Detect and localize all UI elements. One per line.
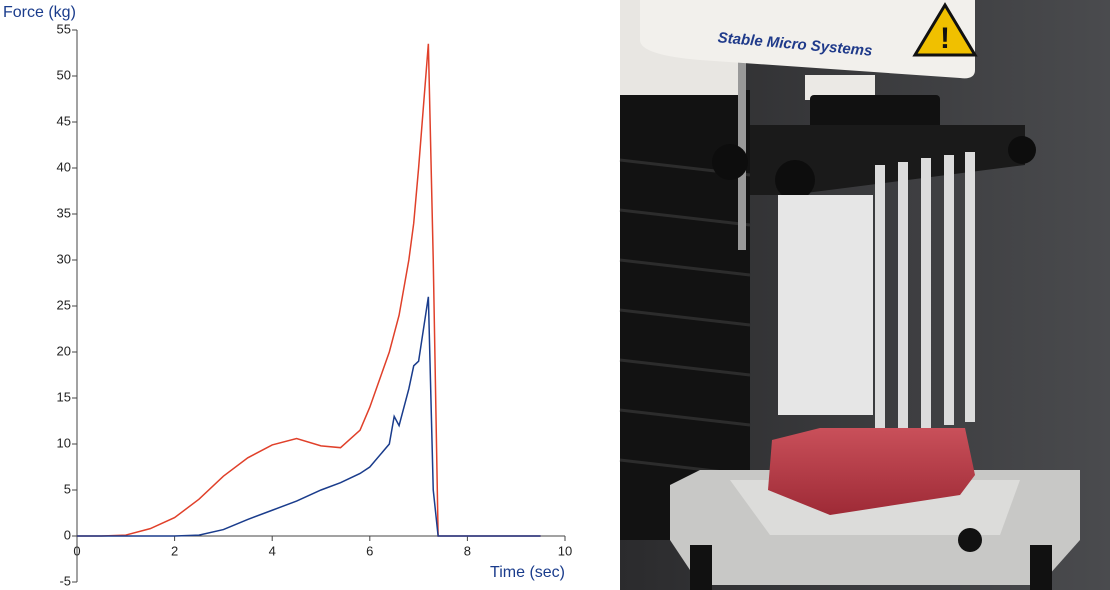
y-tick-label: 50 xyxy=(57,67,71,82)
y-tick-label: 5 xyxy=(64,481,71,496)
y-tick-label: 35 xyxy=(57,205,71,220)
y-axis-title: Force (kg) xyxy=(3,4,76,21)
y-tick-label: -5 xyxy=(59,573,71,588)
y-tick-label: 45 xyxy=(57,113,71,128)
x-tick-label: 6 xyxy=(366,543,373,558)
warning-sign xyxy=(912,2,978,57)
x-tick-label: 2 xyxy=(171,543,178,558)
y-tick-label: 30 xyxy=(57,251,71,266)
series-line xyxy=(77,296,541,537)
y-tick-label: 25 xyxy=(57,297,71,312)
x-tick-label: 8 xyxy=(464,543,471,558)
y-tick-label: 10 xyxy=(57,435,71,450)
meat xyxy=(768,428,975,515)
y-tick-label: 20 xyxy=(57,343,71,358)
series-line xyxy=(77,43,541,537)
photo: ! Stable Micro Systems xyxy=(619,0,1110,590)
y-tick-label: 40 xyxy=(57,159,71,174)
knob xyxy=(958,528,982,552)
y-tick-label: 0 xyxy=(64,527,71,542)
knob xyxy=(1008,136,1036,164)
leg xyxy=(1030,545,1052,590)
head xyxy=(640,0,975,79)
y-tick-label: 55 xyxy=(57,21,71,36)
x-axis-title: Time (sec) xyxy=(490,564,565,581)
holder xyxy=(750,125,1025,195)
x-tick-label: 4 xyxy=(269,543,276,558)
knob xyxy=(712,144,748,180)
knob xyxy=(775,160,815,200)
x-tick-label: 0 xyxy=(73,543,80,558)
warning-mark: ! xyxy=(940,22,950,55)
blade xyxy=(778,195,873,415)
y-tick-label: 15 xyxy=(57,389,71,404)
blades xyxy=(875,152,975,435)
leg xyxy=(690,545,712,590)
x-tick-label: 10 xyxy=(558,543,572,558)
